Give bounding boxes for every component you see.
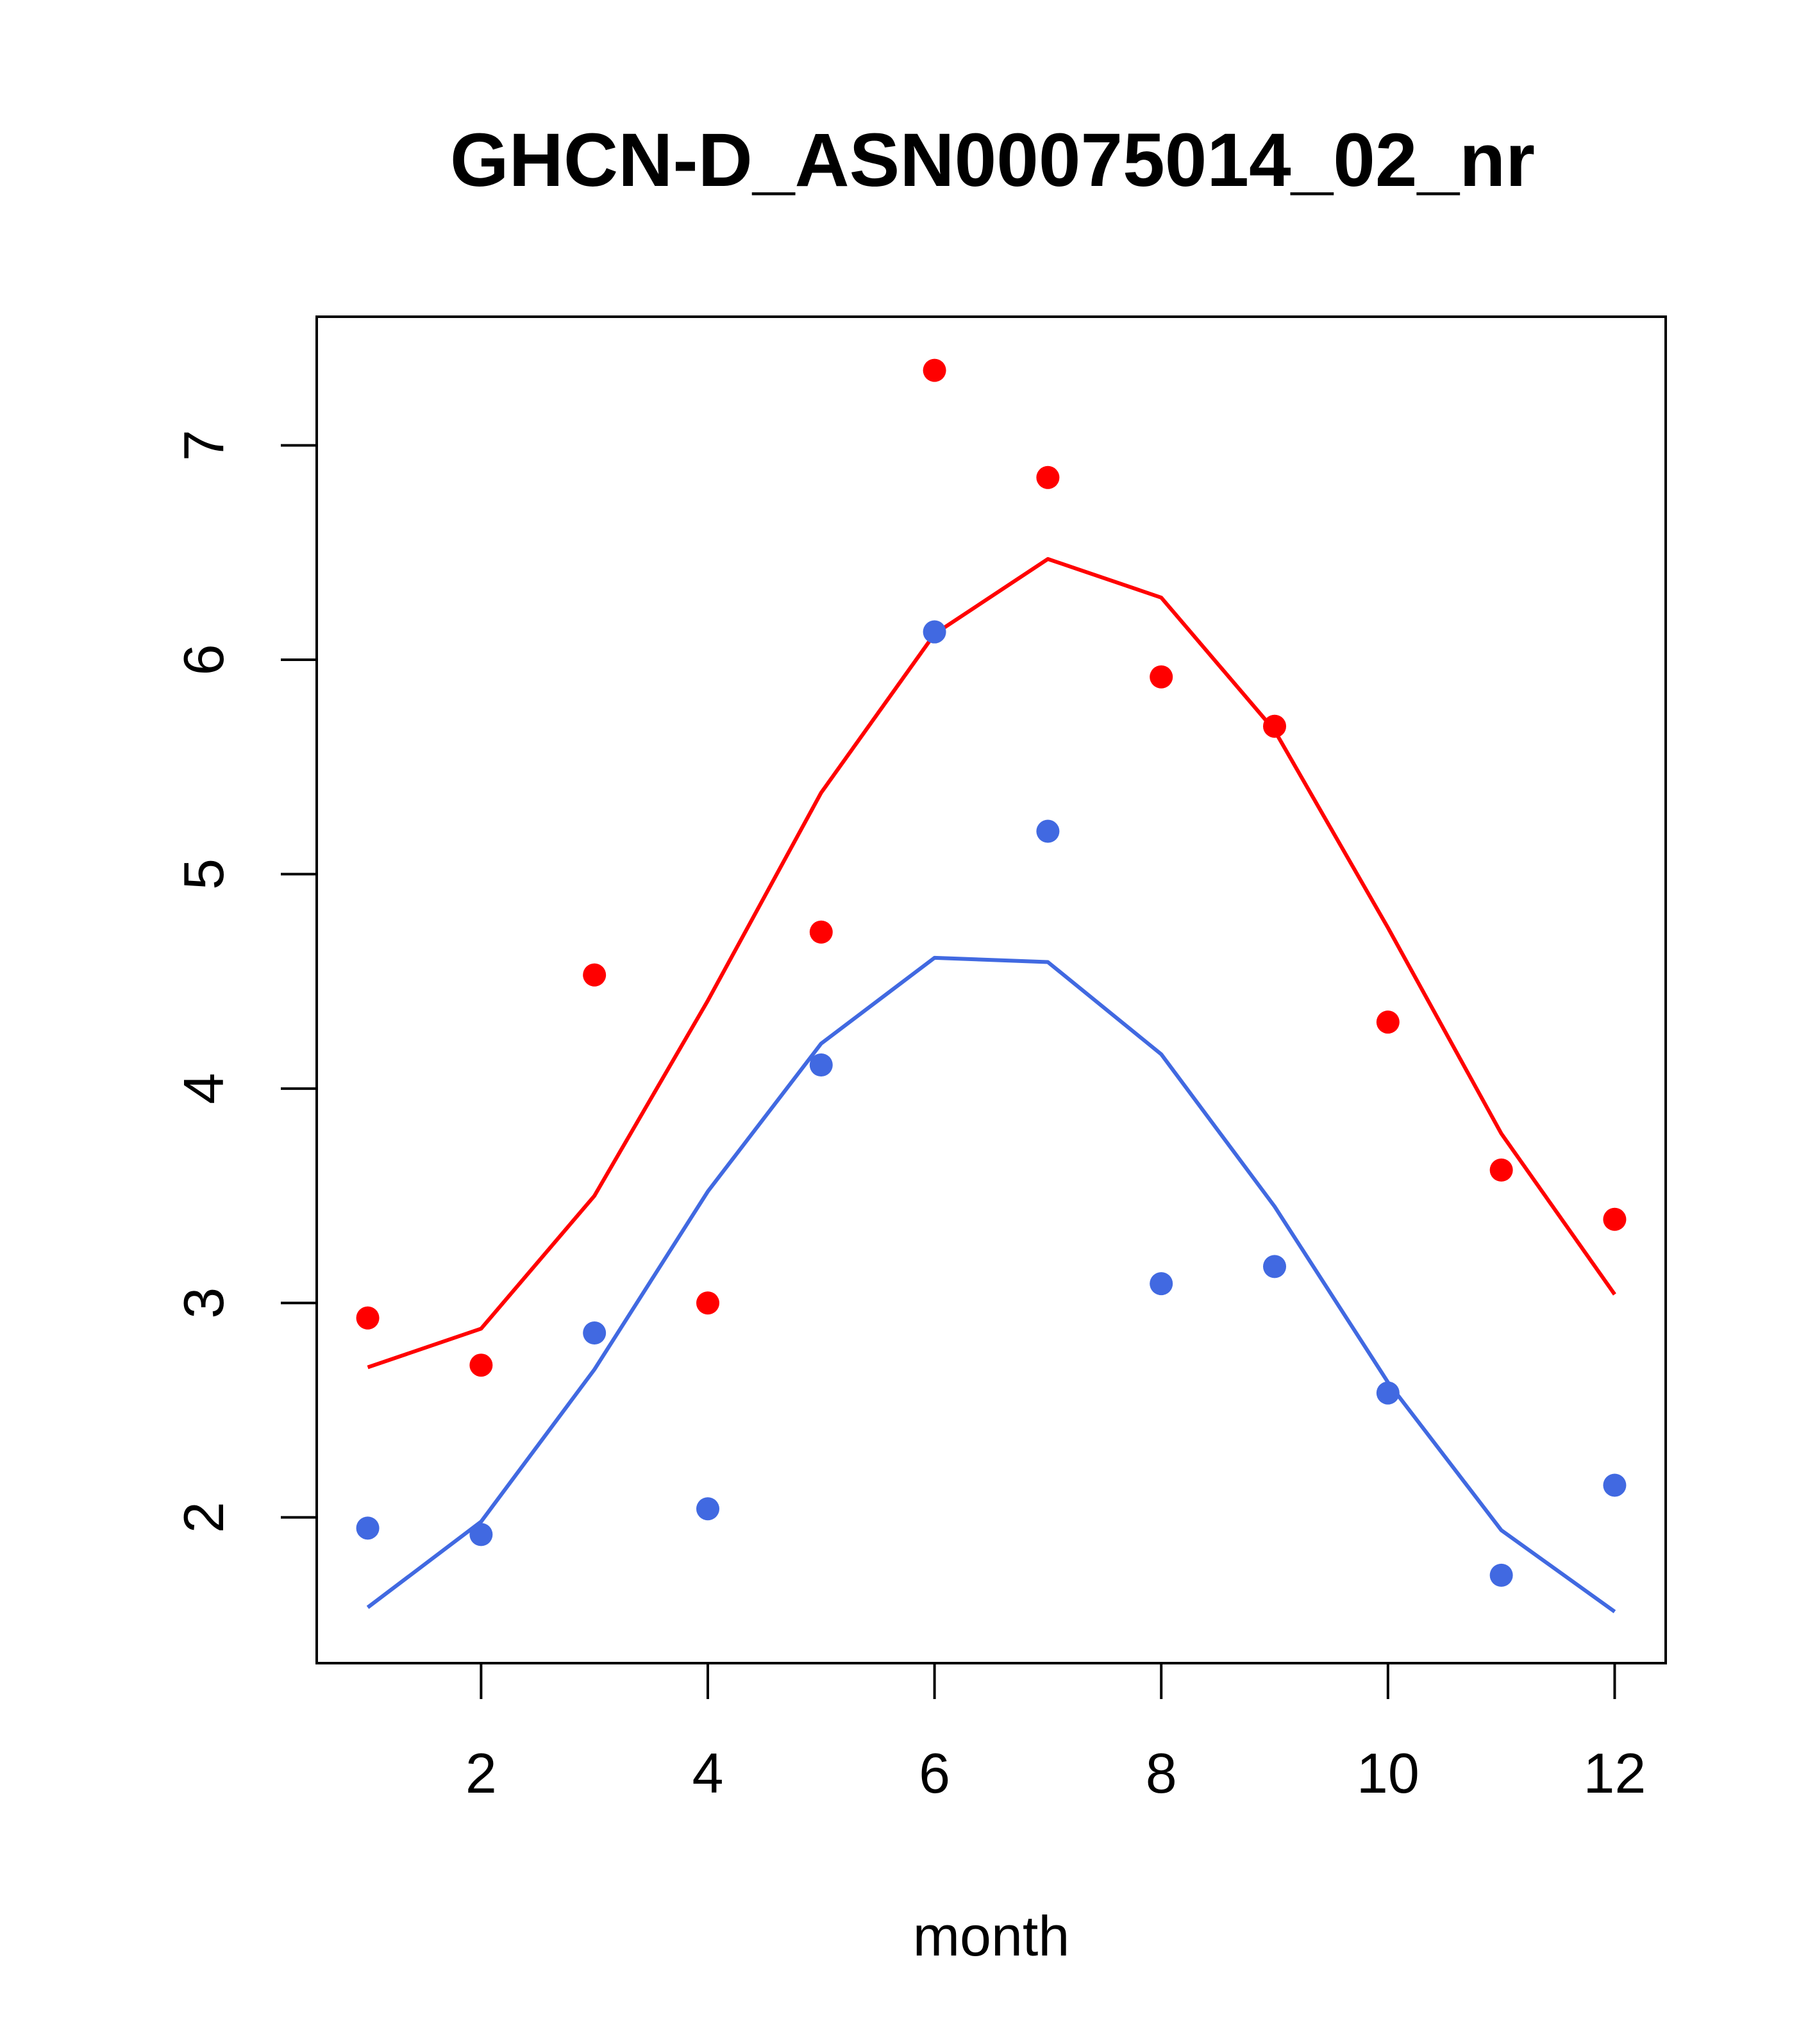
chart-title: GHCN-D_ASN00075014_02_nr (450, 118, 1535, 203)
y-tick-label: 3 (172, 1287, 235, 1319)
series-0-point (1603, 1207, 1627, 1231)
plot-frame (315, 315, 1667, 1664)
series-1-point (1150, 1272, 1173, 1296)
y-tick-label: 7 (172, 430, 235, 461)
series-1-point (809, 1053, 833, 1077)
series-1-point (583, 1321, 607, 1345)
series-1-point (923, 620, 946, 644)
series-0-point (809, 920, 833, 944)
y-tick-label: 6 (172, 644, 235, 676)
series-0-fit-line (367, 557, 1616, 1370)
series-0-point (1150, 665, 1173, 689)
y-tick-label: 2 (172, 1502, 235, 1533)
series-1-point (1489, 1563, 1513, 1587)
y-axis: 2 3 4 5 6 7 (172, 430, 318, 1533)
series-1-point (469, 1523, 493, 1546)
series-0-point (1263, 714, 1287, 738)
x-tick-label: 4 (692, 1741, 724, 1805)
series-1-point (1263, 1255, 1287, 1278)
series-0-point (1489, 1158, 1513, 1182)
x-tick-label: 6 (919, 1741, 950, 1805)
series-1-point (1603, 1473, 1627, 1497)
y-tick-label: 5 (172, 859, 235, 890)
series-0-point (1036, 465, 1060, 489)
series-1-point (1036, 819, 1060, 843)
x-tick-label: 12 (1583, 1741, 1646, 1805)
x-tick-label: 2 (465, 1741, 497, 1805)
series-0-point (356, 1306, 380, 1330)
x-tick-label: 10 (1357, 1741, 1419, 1805)
series-layer (356, 358, 1627, 1614)
x-tick-label: 8 (1146, 1741, 1177, 1805)
series-0-point (1376, 1010, 1400, 1034)
series-0-point (469, 1353, 493, 1377)
series-0-point (583, 963, 607, 987)
x-axis: 2 4 6 8 10 12 (465, 1662, 1646, 1805)
series-1-point (1376, 1381, 1400, 1405)
series-0-point (696, 1291, 719, 1315)
series-1-point (696, 1497, 719, 1521)
y-tick-label: 4 (172, 1073, 235, 1104)
series-1-fit-line (366, 955, 1616, 1614)
series-1-point (356, 1516, 380, 1540)
x-axis-label: month (913, 1904, 1070, 1968)
series-0-point (923, 358, 946, 382)
